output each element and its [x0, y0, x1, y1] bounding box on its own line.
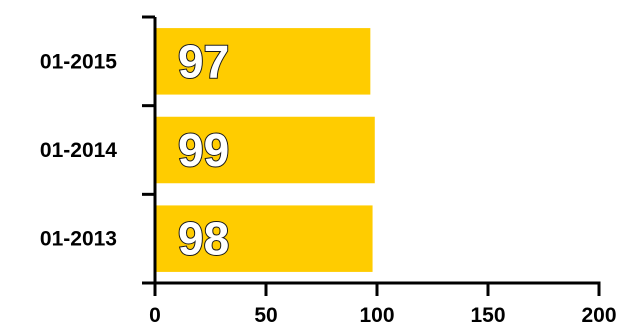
- data-labels: 97 99 98: [177, 34, 230, 265]
- x-axis-ticks: [153, 283, 601, 296]
- bar-01-2013: [156, 205, 373, 272]
- bars-group: [156, 28, 375, 272]
- x-tick-label: 200: [581, 304, 616, 325]
- x-tick-label: 100: [359, 304, 394, 325]
- bar-01-2015: [156, 28, 371, 95]
- category-label: 01-2013: [40, 228, 117, 251]
- category-label: 01-2015: [40, 50, 117, 73]
- x-tick-label: 50: [254, 304, 277, 325]
- data-label: 97: [178, 35, 229, 87]
- category-label: 01-2014: [40, 139, 117, 162]
- data-label: 98: [178, 213, 229, 265]
- y-axis-ticks: [142, 15, 155, 285]
- x-tick-label: 150: [470, 304, 505, 325]
- x-tick-label: 0: [149, 304, 161, 325]
- x-tick-labels: 0 50 100 150 200: [149, 304, 616, 325]
- category-labels: 01-2015 01-2014 01-2013: [40, 50, 117, 250]
- data-label: 99: [178, 124, 229, 176]
- bar-01-2014: [156, 116, 375, 184]
